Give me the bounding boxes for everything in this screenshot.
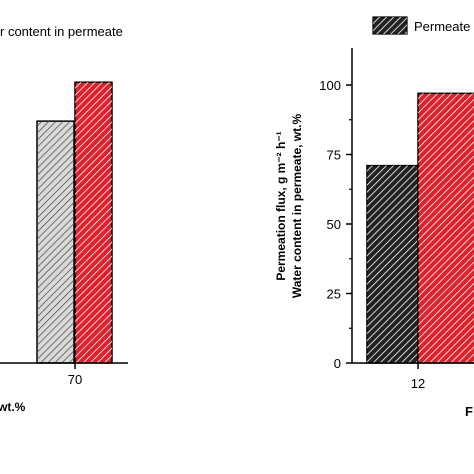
right-y-tick-label: 75 <box>327 148 341 163</box>
right-y-tick-label: 50 <box>327 217 341 232</box>
right-x-axis-label: F <box>465 404 473 419</box>
legend-swatch-hatch <box>373 17 407 34</box>
right-bar-red-0 <box>417 92 474 364</box>
right-bars-group <box>366 92 474 364</box>
right-x-tick-label: 12 <box>411 376 425 391</box>
right-y-axis-label-line2: Water content in permeate, wt.% <box>290 114 304 299</box>
left-legend-label: r content in permeate <box>0 24 123 39</box>
right-bar-black-0 <box>366 164 419 364</box>
right-y-tick-label: 0 <box>334 356 341 371</box>
right-bar-black-0-hatch <box>367 165 418 363</box>
right-y-axis-label-line1: Permeation flux, g m⁻² h⁻¹ <box>274 131 288 280</box>
left-bars-group <box>36 81 113 364</box>
left-bar-red-1-hatch <box>75 82 112 363</box>
left-x-axis-label: wt.% <box>0 400 26 414</box>
right-y-tick-label: 100 <box>319 78 341 93</box>
right-y-tick-label: 25 <box>327 287 341 302</box>
right-chart: Permeate 0 25 50 75 100 12 F Permeation flux… <box>274 16 474 419</box>
left-bar-gray-1 <box>36 120 75 364</box>
left-x-tick-label: 70 <box>68 372 82 387</box>
legend-label-permeate: Permeate <box>414 19 470 34</box>
left-bar-red-1 <box>74 81 113 364</box>
left-chart: 70 wt.% r content in permeate <box>0 24 128 414</box>
right-y-ticks: 0 25 50 75 100 <box>319 78 352 371</box>
left-bar-gray-1-hatch <box>37 121 74 363</box>
right-bar-red-0-hatch <box>418 93 474 363</box>
